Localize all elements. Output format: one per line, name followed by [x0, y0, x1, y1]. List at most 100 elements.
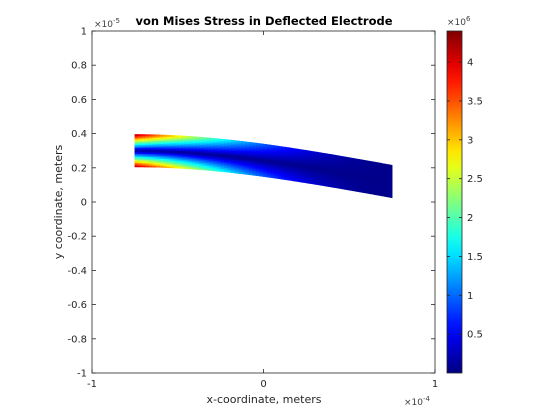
stress-cell: [138, 134, 143, 137]
stress-cell: [320, 152, 325, 156]
y-tick-label: -0.6: [67, 300, 87, 311]
stress-cell: [313, 151, 318, 154]
stress-cell: [281, 146, 286, 149]
stress-cell: [306, 150, 311, 153]
stress-cell: [238, 140, 243, 144]
colorbar-tick-label: 0.5: [467, 330, 483, 341]
stress-cell: [234, 140, 239, 143]
stress-cell: [327, 153, 332, 157]
colorbar-tick-label: 3: [467, 135, 473, 146]
chart-title: von Mises Stress in Deflected Electrode: [135, 14, 392, 28]
stress-cell: [188, 135, 193, 139]
stress-cell: [191, 136, 196, 139]
y-tick-label: 0.2: [71, 163, 87, 174]
stress-cell: [345, 156, 350, 160]
stress-cell: [148, 134, 154, 137]
stress-cell: [273, 145, 279, 148]
stress-cell: [316, 151, 321, 155]
y-tick-label: -0.8: [67, 334, 87, 345]
colorbar-tick-label: 2: [467, 213, 473, 224]
stress-cell: [216, 138, 221, 141]
stress-cell: [377, 162, 382, 166]
stress-cell: [245, 141, 250, 145]
y-exponent-label: ×10-5: [94, 17, 120, 30]
colorbar-gradient: [446, 30, 463, 374]
y-tick-label: -0.4: [67, 266, 87, 277]
stress-cell: [184, 135, 189, 139]
colorbar-tick-label: 3.5: [467, 96, 483, 107]
plot-area: -1 0 1 -1 -0.8 -0.6 -0.4 -0.2 0 0.2 0.4 0.6 0.8 1: [67, 27, 438, 391]
stress-cell: [170, 134, 175, 138]
stress-cell: [198, 136, 204, 140]
stress-cell: [166, 134, 171, 138]
x-exponent-label: ×10-4: [404, 395, 431, 408]
stress-cell: [173, 135, 179, 138]
y-tick-label: -1: [77, 369, 87, 380]
y-tick-label: 0.6: [71, 95, 87, 106]
x-tick-label: 1: [432, 379, 438, 390]
stress-cell: [359, 159, 364, 162]
colorbar-tick-label: 4: [467, 58, 473, 69]
stress-cell: [277, 145, 282, 149]
stress-cell: [338, 155, 343, 159]
stress-cell: [348, 157, 354, 161]
y-tick-label: 0.4: [71, 129, 87, 140]
stress-field: [134, 134, 393, 199]
stress-cell: [288, 147, 293, 151]
colorbar-tick-label: 1.5: [467, 252, 483, 263]
stress-cell: [220, 138, 225, 142]
colorbar: 0.5 1 1.5 2 2.5 3 3.5 4 ×106: [446, 15, 483, 374]
stress-cell: [156, 134, 161, 137]
stress-cell: [241, 141, 246, 144]
stress-cell: [163, 134, 168, 137]
stress-cell: [352, 157, 357, 161]
stress-cell: [141, 134, 146, 137]
stress-cell: [302, 149, 307, 153]
stress-cell: [252, 142, 257, 145]
stress-cell: [370, 161, 375, 164]
stress-cell: [298, 148, 304, 152]
stress-cell: [309, 150, 314, 154]
stress-cell: [202, 137, 207, 140]
x-axis-label: x-coordinate, meters: [207, 393, 322, 406]
stress-cell: [381, 162, 386, 166]
stress-cell: [209, 137, 214, 141]
stress-cell: [145, 134, 150, 137]
stress-cell: [134, 134, 139, 137]
y-axis-ticks: -1 -0.8 -0.6 -0.4 -0.2 0 0.2 0.4 0.6 0.8 1: [67, 27, 435, 380]
stress-cell: [373, 161, 379, 165]
colorbar-tick-label: 1: [467, 291, 473, 302]
colorbar-tick-label: 2.5: [467, 174, 483, 185]
colorbar-ticks: 0.5 1 1.5 2 2.5 3 3.5 4: [447, 58, 483, 341]
stress-cell: [177, 135, 182, 138]
y-tick-label: -0.2: [67, 232, 87, 243]
stress-cell: [341, 156, 346, 159]
stress-cell: [388, 164, 393, 168]
stress-cell: [384, 163, 389, 167]
stress-cell: [270, 144, 275, 148]
x-axis-ticks: -1 0 1: [87, 31, 438, 390]
stress-cell: [259, 143, 264, 146]
stress-cell: [323, 152, 329, 156]
stress-cell: [159, 134, 164, 137]
stress-cell: [152, 134, 157, 137]
stress-cell: [223, 139, 229, 142]
stress-cell: [334, 154, 339, 158]
stress-cell: [248, 141, 254, 145]
stress-cell: [181, 135, 186, 138]
x-tick-label: -1: [87, 379, 97, 390]
stress-cell: [295, 148, 300, 152]
stress-cell: [284, 146, 289, 150]
y-tick-label: 0: [81, 198, 87, 209]
stress-cell: [291, 147, 296, 151]
stress-cell: [256, 142, 261, 146]
stress-cell: [366, 160, 371, 164]
colorbar-exponent-label: ×106: [447, 15, 471, 28]
stress-cell: [363, 159, 368, 163]
y-tick-label: 1: [81, 27, 87, 38]
stress-cell: [331, 154, 336, 157]
stress-cell: [213, 138, 218, 141]
stress-cell: [356, 158, 361, 162]
y-axis-label: y coordinate, meters: [52, 144, 65, 259]
